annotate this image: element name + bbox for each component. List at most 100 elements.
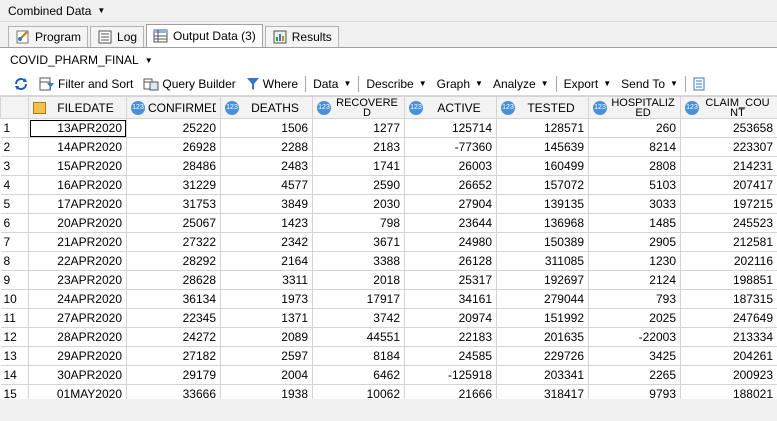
table-cell[interactable]: 128571 xyxy=(496,118,589,138)
table-cell[interactable]: 1485 xyxy=(588,213,681,233)
table-cell[interactable]: 2342 xyxy=(220,232,313,252)
table-cell[interactable]: 1230 xyxy=(588,251,681,271)
table-cell[interactable]: 1506 xyxy=(220,118,313,138)
table-cell[interactable]: 3033 xyxy=(588,194,681,214)
table-cell[interactable]: 23APR2020 xyxy=(28,270,127,290)
table-cell[interactable]: 260 xyxy=(588,118,681,138)
tab-output-data[interactable]: Output Data (3) xyxy=(146,24,263,47)
table-cell[interactable]: 16APR2020 xyxy=(28,175,127,195)
table-row[interactable]: 12 28APR2020 24272 2089 44551 22183 201635 -220… xyxy=(0,327,777,347)
table-cell[interactable]: 3671 xyxy=(312,232,405,252)
table-cell[interactable]: 22183 xyxy=(404,327,497,347)
column-header-confirmed[interactable]: 123 CONFIRMED xyxy=(126,96,221,119)
data-menu[interactable]: Data ▼ xyxy=(313,76,352,91)
table-cell[interactable]: 2183 xyxy=(312,137,405,157)
table-row[interactable]: 14 30APR2020 29179 2004 6462 -125918 203341 226… xyxy=(0,365,777,385)
table-cell[interactable]: 14APR2020 xyxy=(28,137,127,157)
table-cell[interactable]: 15APR2020 xyxy=(28,156,127,176)
table-cell[interactable]: 793 xyxy=(588,289,681,309)
table-cell[interactable]: 24272 xyxy=(126,327,221,347)
table-cell[interactable]: 229726 xyxy=(496,346,589,366)
table-cell[interactable]: 20APR2020 xyxy=(28,213,127,233)
table-cell[interactable]: 2018 xyxy=(312,270,405,290)
table-cell[interactable]: 157072 xyxy=(496,175,589,195)
table-row[interactable]: 13 29APR2020 27182 2597 8184 24585 229726 3425 2… xyxy=(0,346,777,366)
table-cell[interactable]: 28486 xyxy=(126,156,221,176)
table-cell[interactable]: 3742 xyxy=(312,308,405,328)
table-cell[interactable]: 28APR2020 xyxy=(28,327,127,347)
table-cell[interactable]: 150389 xyxy=(496,232,589,252)
table-cell[interactable]: 2030 xyxy=(312,194,405,214)
chevron-down-icon[interactable]: ▼ xyxy=(97,6,106,15)
column-header-recovered[interactable]: 123 RECOVERED xyxy=(312,96,405,119)
table-cell[interactable]: 23644 xyxy=(404,213,497,233)
table-cell[interactable]: 2265 xyxy=(588,365,681,385)
table-cell[interactable]: -22003 xyxy=(588,327,681,347)
query-builder-button[interactable]: Query Builder xyxy=(138,74,240,94)
table-cell[interactable]: 31229 xyxy=(126,175,221,195)
table-cell[interactable]: 192697 xyxy=(496,270,589,290)
table-cell[interactable]: 207417 xyxy=(680,175,777,195)
table-cell[interactable]: 21APR2020 xyxy=(28,232,127,252)
table-row[interactable]: 7 21APR2020 27322 2342 3671 24980 150389 2905 21… xyxy=(0,232,777,252)
table-cell[interactable]: 6462 xyxy=(312,365,405,385)
chevron-down-icon[interactable]: ▼ xyxy=(144,55,153,65)
table-cell[interactable]: 13APR2020 xyxy=(28,118,127,138)
window-title-bar[interactable]: Combined Data ▼ xyxy=(0,0,777,22)
table-cell[interactable]: 1423 xyxy=(220,213,313,233)
table-cell[interactable]: 223307 xyxy=(680,137,777,157)
table-cell[interactable]: 125714 xyxy=(404,118,497,138)
table-cell[interactable]: 160499 xyxy=(496,156,589,176)
table-cell[interactable]: 10062 xyxy=(312,384,405,399)
table-cell[interactable]: 24980 xyxy=(404,232,497,252)
table-row[interactable]: 4 16APR2020 31229 4577 2590 26652 157072 5103 20… xyxy=(0,175,777,195)
table-cell[interactable]: 30APR2020 xyxy=(28,365,127,385)
table-cell[interactable]: 311085 xyxy=(496,251,589,271)
column-header-claim-count[interactable]: 123 CLAIM_COUNT xyxy=(680,96,777,119)
column-header-filedate[interactable]: FILEDATE xyxy=(28,96,127,119)
table-cell[interactable]: 318417 xyxy=(496,384,589,399)
tab-log[interactable]: Log xyxy=(90,26,145,47)
table-cell[interactable]: 44551 xyxy=(312,327,405,347)
table-cell[interactable]: 3425 xyxy=(588,346,681,366)
table-cell[interactable]: 24APR2020 xyxy=(28,289,127,309)
table-cell[interactable]: 5103 xyxy=(588,175,681,195)
table-cell[interactable]: 28628 xyxy=(126,270,221,290)
table-cell[interactable]: 279044 xyxy=(496,289,589,309)
table-cell[interactable]: 198851 xyxy=(680,270,777,290)
table-cell[interactable]: 214231 xyxy=(680,156,777,176)
table-cell[interactable]: 29APR2020 xyxy=(28,346,127,366)
table-cell[interactable]: 213334 xyxy=(680,327,777,347)
table-cell[interactable]: 798 xyxy=(312,213,405,233)
table-cell[interactable]: 22APR2020 xyxy=(28,251,127,271)
table-cell[interactable]: 3311 xyxy=(220,270,313,290)
table-cell[interactable]: 201635 xyxy=(496,327,589,347)
table-cell[interactable]: 203341 xyxy=(496,365,589,385)
table-cell[interactable]: 26003 xyxy=(404,156,497,176)
tab-results[interactable]: Results xyxy=(264,26,339,47)
table-row[interactable]: 9 23APR2020 28628 3311 2018 25317 192697 2124 19… xyxy=(0,270,777,290)
table-cell[interactable]: 27904 xyxy=(404,194,497,214)
table-cell[interactable]: 26128 xyxy=(404,251,497,271)
table-cell[interactable]: 9793 xyxy=(588,384,681,399)
table-cell[interactable]: 204261 xyxy=(680,346,777,366)
table-cell[interactable]: 17APR2020 xyxy=(28,194,127,214)
table-cell[interactable]: 28292 xyxy=(126,251,221,271)
table-cell[interactable]: 8184 xyxy=(312,346,405,366)
table-cell[interactable]: 2905 xyxy=(588,232,681,252)
table-cell[interactable]: 27182 xyxy=(126,346,221,366)
export-menu[interactable]: Export ▼ xyxy=(563,76,612,91)
table-cell[interactable]: 4577 xyxy=(220,175,313,195)
table-cell[interactable]: 2164 xyxy=(220,251,313,271)
table-cell[interactable]: 2124 xyxy=(588,270,681,290)
table-cell[interactable]: 29179 xyxy=(126,365,221,385)
where-button[interactable]: Where xyxy=(241,74,303,94)
describe-menu[interactable]: Describe ▼ xyxy=(366,76,427,91)
table-cell[interactable]: -125918 xyxy=(404,365,497,385)
table-cell[interactable]: 36134 xyxy=(126,289,221,309)
table-cell[interactable]: 1371 xyxy=(220,308,313,328)
table-cell[interactable]: 33666 xyxy=(126,384,221,399)
table-row[interactable]: 6 20APR2020 25067 1423 798 23644 136968 1485 245… xyxy=(0,213,777,233)
table-row[interactable]: 1 13APR2020 25220 1506 1277 125714 128571 260 25… xyxy=(0,118,777,138)
refresh-button[interactable] xyxy=(8,74,34,94)
